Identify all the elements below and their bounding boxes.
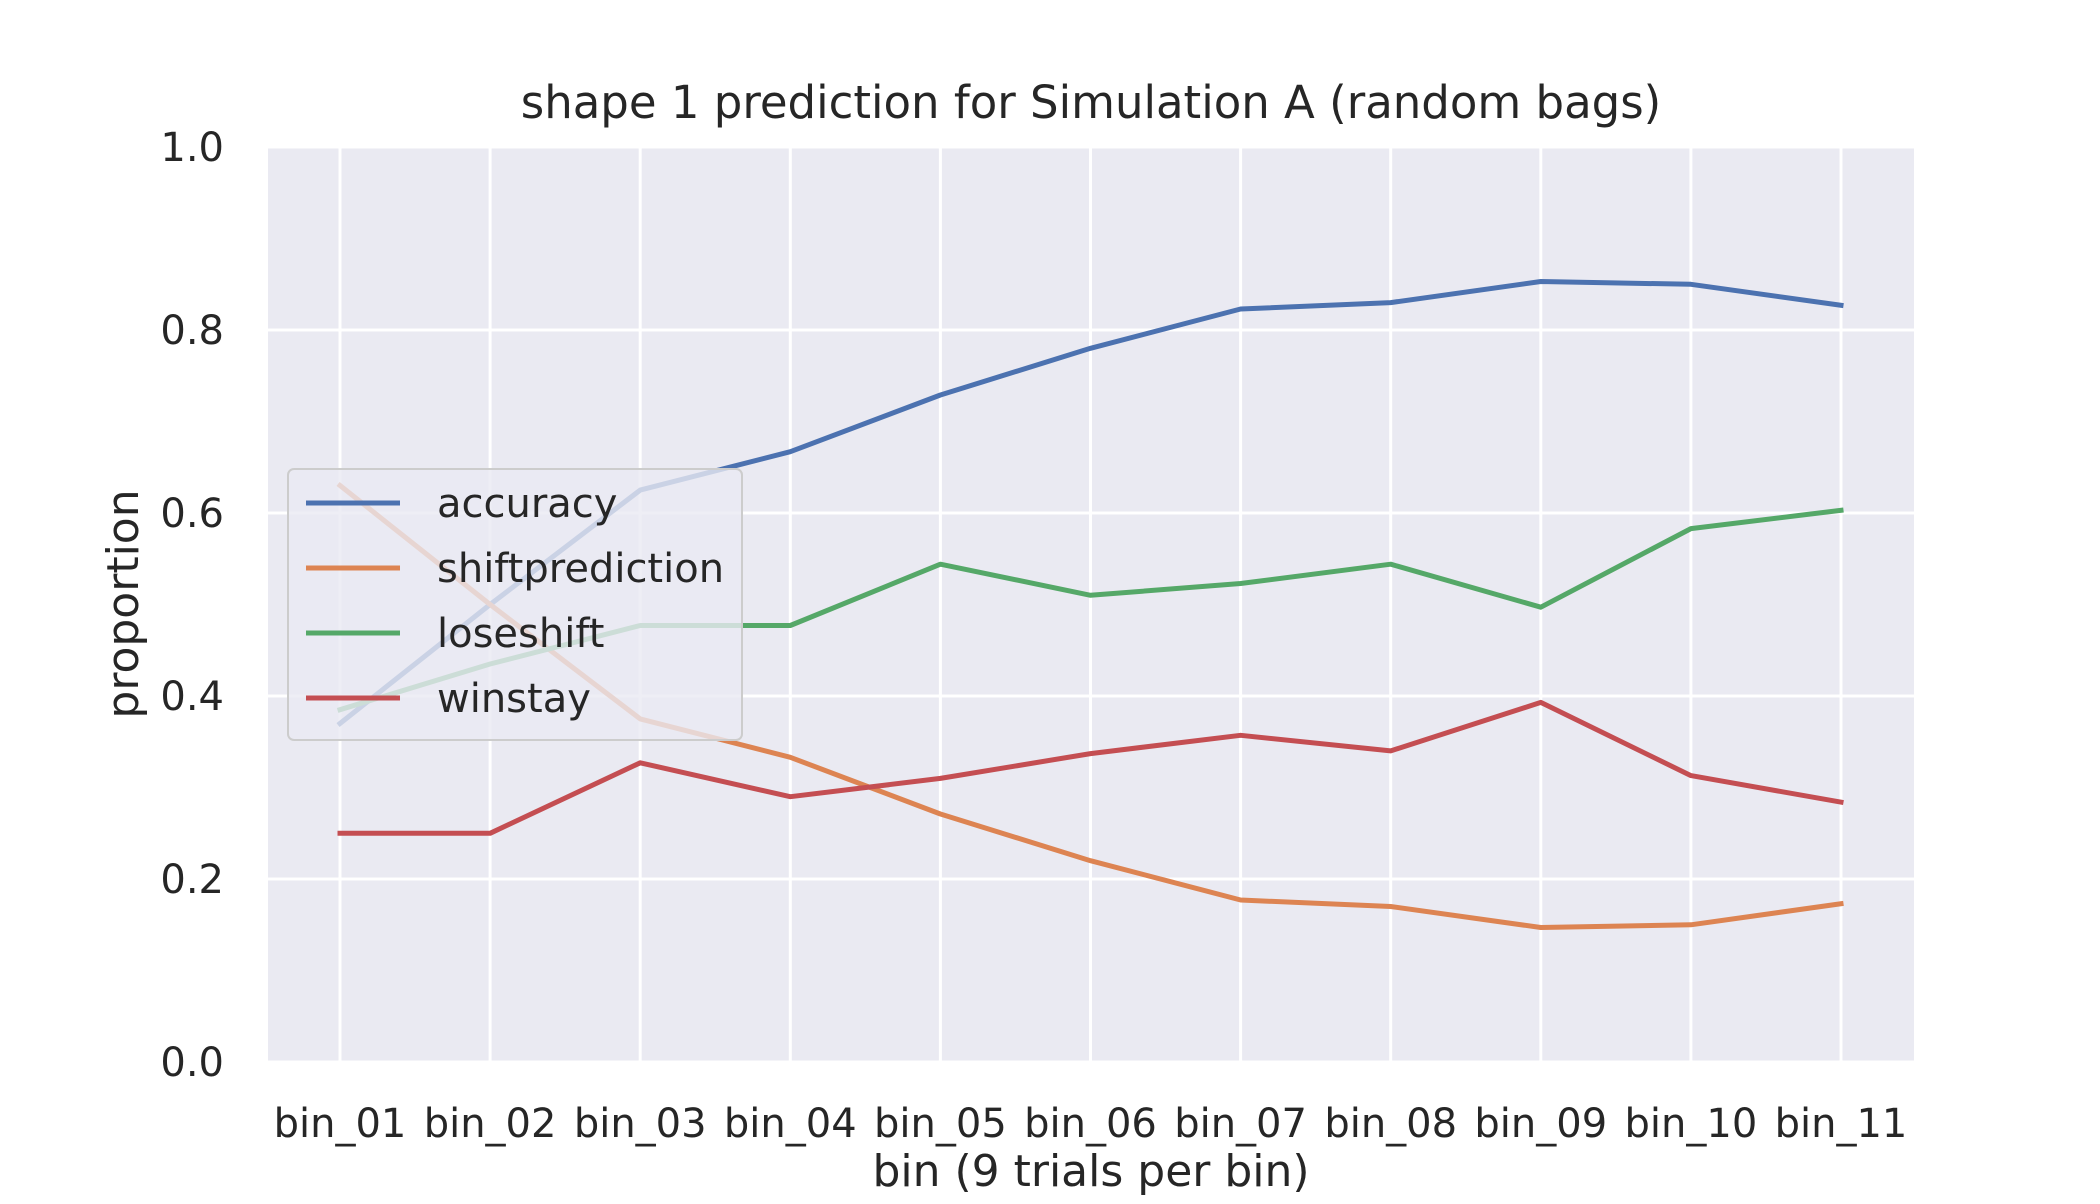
legend-label-accuracy: accuracy bbox=[437, 481, 617, 527]
legend-box bbox=[287, 468, 743, 741]
x-axis-label: bin (9 trials per bin) bbox=[872, 1146, 1309, 1197]
x-tick-label: bin_08 bbox=[1324, 1101, 1457, 1147]
y-axis-label: proportion bbox=[98, 489, 149, 718]
y-tick-label: 0.8 bbox=[160, 308, 224, 354]
legend-label-winstay: winstay bbox=[437, 676, 591, 722]
y-tick-label: 0.0 bbox=[160, 1040, 224, 1086]
x-tick-labels: bin_01 bin_02 bin_03 bin_04 bin_05 bin_06 bin_… bbox=[274, 1101, 1908, 1147]
legend-label-shiftprediction: shiftprediction bbox=[437, 546, 724, 592]
y-tick-label: 0.6 bbox=[160, 491, 224, 537]
x-tick-label: bin_05 bbox=[874, 1101, 1007, 1147]
x-tick-label: bin_06 bbox=[1024, 1101, 1157, 1147]
x-tick-label: bin_02 bbox=[424, 1101, 557, 1147]
series-line-winstay bbox=[337, 699, 1844, 836]
chart-title: shape 1 prediction for Simulation A (ran… bbox=[521, 76, 1661, 129]
x-tick-label: bin_11 bbox=[1775, 1101, 1908, 1147]
x-tick-label: bin_01 bbox=[274, 1101, 407, 1147]
y-tick-label: 1.0 bbox=[160, 125, 224, 171]
legend: accuracy shiftprediction loseshift winstay bbox=[287, 468, 743, 741]
legend-label-loseshift: loseshift bbox=[437, 611, 604, 657]
x-tick-label: bin_07 bbox=[1174, 1101, 1307, 1147]
y-tick-label: 0.4 bbox=[160, 674, 224, 720]
x-tick-label: bin_03 bbox=[574, 1101, 707, 1147]
y-tick-labels: 0.0 0.2 0.4 0.6 0.8 1.0 bbox=[160, 125, 224, 1086]
x-tick-label: bin_09 bbox=[1474, 1101, 1607, 1147]
y-tick-label: 0.2 bbox=[160, 857, 224, 903]
x-tick-label: bin_10 bbox=[1625, 1101, 1758, 1147]
x-tick-label: bin_04 bbox=[724, 1101, 857, 1147]
